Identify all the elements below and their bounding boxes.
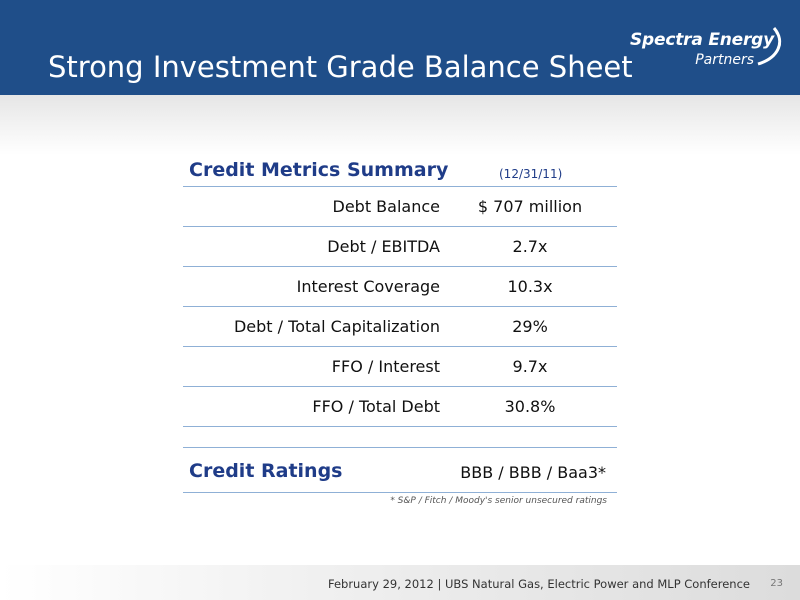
credit-ratings-row: Credit Ratings BBB / BBB / Baa3* <box>183 450 617 493</box>
table-spacer-row <box>183 427 617 448</box>
slide-title: Strong Investment Grade Balance Sheet <box>48 50 633 84</box>
metric-label: Debt / Total Capitalization <box>233 317 440 336</box>
table-row: Debt Balance $ 707 million <box>183 187 617 227</box>
slide-footer: February 29, 2012 | UBS Natural Gas, Ele… <box>0 565 800 600</box>
ratings-value: BBB / BBB / Baa3* <box>460 463 606 482</box>
metrics-heading: Credit Metrics Summary <box>189 159 449 181</box>
ratings-footnote: * S&P / Fitch / Moody's senior unsecured… <box>390 496 607 506</box>
header-shadow-band <box>0 95 800 155</box>
footer-text: February 29, 2012 | UBS Natural Gas, Ele… <box>327 577 750 591</box>
page-number: 23 <box>770 578 783 589</box>
logo-sub-text: Partners <box>695 52 754 68</box>
table-row: Debt / Total Capitalization 29% <box>183 307 617 347</box>
ratings-heading: Credit Ratings <box>189 460 343 482</box>
metric-value: 2.7x <box>512 237 548 256</box>
metric-value: 9.7x <box>512 357 548 376</box>
metric-label: Debt Balance <box>332 197 441 216</box>
metric-label: Interest Coverage <box>296 277 440 296</box>
table-row: Interest Coverage 10.3x <box>183 267 617 307</box>
metrics-date: (12/31/11) <box>499 167 563 181</box>
table-row: FFO / Interest 9.7x <box>183 347 617 387</box>
metric-value: $ 707 million <box>477 197 583 216</box>
credit-metrics-table: Credit Metrics Summary (12/31/11) Debt B… <box>183 152 617 506</box>
metric-label: Debt / EBITDA <box>327 237 440 256</box>
metrics-header: Credit Metrics Summary (12/31/11) <box>183 152 617 187</box>
metric-value: 30.8% <box>504 397 556 416</box>
table-row: Debt / EBITDA 2.7x <box>183 227 617 267</box>
table-row: FFO / Total Debt 30.8% <box>183 387 617 427</box>
metric-value: 29% <box>512 317 548 336</box>
slide-header: Strong Investment Grade Balance Sheet Sp… <box>0 0 800 95</box>
metric-label: FFO / Total Debt <box>312 397 440 416</box>
metric-value: 10.3x <box>507 277 553 296</box>
metric-label: FFO / Interest <box>331 357 440 376</box>
logo-swoosh-icon <box>757 27 781 66</box>
company-logo: Spectra Energy Partners <box>614 27 781 80</box>
logo-brand-text: Spectra Energy <box>630 30 774 50</box>
